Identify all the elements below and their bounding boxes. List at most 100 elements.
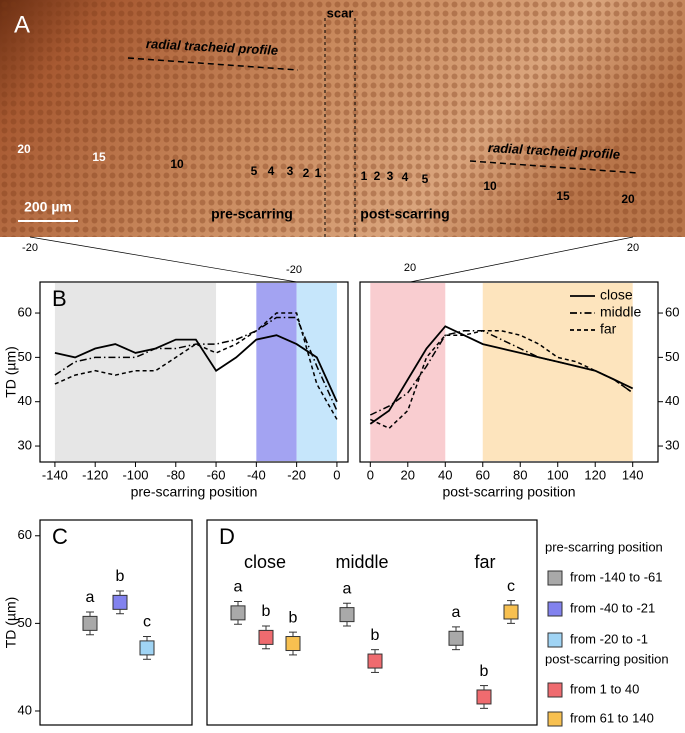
- x-tick-label: -40: [247, 467, 266, 482]
- legend-swatch: [547, 570, 563, 586]
- legend-heading: pre-scarring position: [545, 539, 663, 554]
- series-line: [54, 334, 338, 403]
- ring-number: 20: [621, 192, 635, 206]
- series-line: [369, 330, 634, 416]
- marker: [139, 640, 155, 656]
- category-label: far: [474, 552, 495, 572]
- ring-number: 5: [251, 164, 258, 178]
- ring-number: 2: [303, 166, 310, 180]
- category-label: close: [244, 552, 286, 572]
- significance-letter: b: [289, 609, 298, 626]
- zoom-line: [409, 236, 634, 283]
- significance-letter: a: [452, 604, 461, 621]
- zoom-line: [29, 236, 298, 283]
- marker: [258, 629, 274, 645]
- legend-swatch: [547, 682, 563, 698]
- legend-label: from 61 to 140: [570, 710, 654, 725]
- series-line: [369, 330, 634, 430]
- ring-number: 20: [17, 142, 31, 156]
- x-tick-label: 40: [438, 467, 452, 482]
- x-tick-label: -20: [287, 467, 306, 482]
- marker: [339, 607, 355, 623]
- y-tick-label: 60: [18, 304, 32, 319]
- region: [54, 283, 217, 461]
- ring-number: 4: [268, 164, 275, 178]
- panel-a: A scar radial tracheid profile radial tr…: [0, 0, 685, 237]
- x-tick-label: 60: [476, 467, 490, 482]
- marker: [112, 594, 128, 610]
- y-tick-label: 60: [665, 304, 679, 319]
- x-axis-label: pre-scarring position: [131, 484, 258, 500]
- x-tick-label: 0: [367, 467, 374, 482]
- legend-label: from -40 to -21: [570, 600, 655, 615]
- x-tick-label: 80: [513, 467, 527, 482]
- region: [256, 283, 297, 461]
- ring-number: 5: [422, 172, 429, 186]
- ring-number: 4: [402, 170, 409, 184]
- plot-frame: [39, 519, 193, 726]
- panel-label: D: [219, 524, 235, 549]
- ring-number: 15: [556, 189, 570, 203]
- x-tick-label: 100: [547, 467, 569, 482]
- series-line: [54, 312, 338, 420]
- category-label: middle: [335, 552, 388, 572]
- x-tick-label: -120: [82, 467, 108, 482]
- significance-letter: a: [343, 580, 352, 597]
- legend-heading: post-scarring position: [545, 651, 669, 666]
- zoom-label: 20: [627, 242, 639, 254]
- y-axis-label: TD (µm): [3, 346, 19, 398]
- profile-label: radial tracheid profile: [146, 36, 279, 58]
- ring-number: 3: [287, 164, 294, 178]
- legend-label: middle: [600, 304, 641, 320]
- legend-label: from 1 to 40: [570, 681, 639, 696]
- significance-letter: b: [371, 627, 380, 644]
- panel-label: B: [52, 286, 67, 311]
- marker: [82, 615, 98, 631]
- legend-label: close: [600, 287, 633, 303]
- ring-number: 3: [387, 169, 394, 183]
- scale-label: 200 µm: [24, 199, 72, 215]
- x-tick-label: 140: [622, 467, 644, 482]
- y-tick-label: 40: [18, 393, 32, 408]
- plot-frame: [359, 281, 659, 463]
- ring-number: 15: [92, 150, 106, 164]
- y-tick-label: 30: [665, 437, 679, 452]
- pre-label: pre-scarring: [211, 206, 293, 222]
- ring-number: 1: [361, 169, 368, 183]
- profile-line: [469, 160, 639, 174]
- y-tick-label: 50: [665, 349, 679, 364]
- x-tick-label: -140: [42, 467, 68, 482]
- marker: [367, 653, 383, 669]
- x-tick-label: -80: [166, 467, 185, 482]
- y-tick-label: 50: [18, 349, 32, 364]
- significance-letter: a: [86, 589, 95, 606]
- legend-label: from -140 to -61: [570, 569, 663, 584]
- x-tick-label: 120: [584, 467, 606, 482]
- y-axis-label: TD (µm): [3, 597, 19, 649]
- x-axis-label: post-scarring position: [442, 484, 575, 500]
- region: [482, 283, 633, 461]
- legend-swatch: [547, 711, 563, 727]
- profile-label: radial tracheid profile: [488, 140, 621, 162]
- ring-number: 1: [315, 166, 322, 180]
- marker: [503, 604, 519, 620]
- plot-frame: [206, 519, 538, 726]
- plot-frame: [39, 281, 349, 463]
- cell-texture: [0, 0, 685, 237]
- legend-label: from -20 to -1: [570, 631, 648, 646]
- y-tick-label: 60: [18, 527, 32, 542]
- legend-swatch: [547, 601, 563, 617]
- series-line: [54, 316, 338, 411]
- region: [370, 283, 446, 461]
- marker: [230, 605, 246, 621]
- y-tick-label: 50: [18, 615, 32, 630]
- scar-label: scar: [327, 5, 354, 20]
- x-tick-label: -100: [122, 467, 148, 482]
- region: [296, 283, 337, 461]
- legend-swatch: [547, 632, 563, 648]
- ring-number: 2: [374, 169, 381, 183]
- zoom-label: 20: [404, 262, 416, 274]
- zoom-label: -20: [286, 264, 302, 276]
- profile-line: [127, 57, 299, 71]
- panel-label: A: [14, 11, 30, 38]
